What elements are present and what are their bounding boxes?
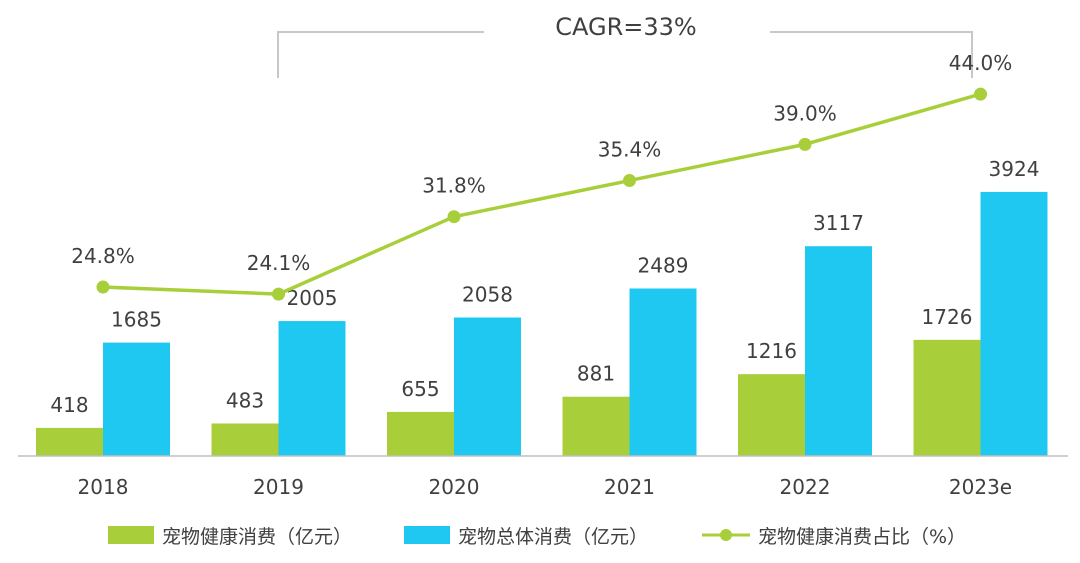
point-health-share-2022 (798, 137, 812, 151)
label-total-2018: 1685 (111, 308, 162, 332)
cagr-bracket-left (277, 31, 484, 78)
point-health-share-2018 (96, 280, 110, 294)
label-health-share-2022: 39.0% (773, 101, 837, 125)
bars-layer (36, 191, 1048, 456)
label-health-2021: 881 (577, 362, 615, 386)
label-total-2020: 2058 (462, 282, 513, 306)
point-health-share-2023e (974, 87, 987, 101)
cagr-bracket-right (770, 31, 973, 78)
legend: 宠物健康消费（亿元） 宠物总体消费（亿元） 宠物健康消费占比（%） (108, 526, 966, 548)
bar-total-2020 (454, 317, 521, 456)
x-tick-labels: 2018 2019 2020 2021 2022 2023e (78, 475, 1013, 499)
bar-total-2022 (805, 246, 872, 456)
label-health-2023e: 1726 (922, 305, 973, 329)
label-health-share-2023e: 44.0% (949, 51, 1013, 75)
label-health-share-2019: 24.1% (247, 251, 311, 275)
label-health-2019: 483 (226, 388, 264, 412)
bar-health-2022 (738, 374, 805, 456)
x-tick-2021: 2021 (604, 475, 655, 499)
bar-health-2020 (387, 411, 454, 456)
x-tick-2018: 2018 (78, 475, 129, 499)
x-tick-2022: 2022 (780, 475, 831, 499)
bar-total-2023e (980, 191, 1048, 456)
point-health-share-2019 (272, 287, 285, 301)
label-health-2018: 418 (50, 393, 88, 417)
label-total-2022: 3117 (813, 211, 864, 235)
x-tick-2023e: 2023e (949, 475, 1012, 499)
bar-health-2019 (211, 423, 279, 456)
legend-swatch-share-marker (720, 529, 732, 541)
line-health-share (102, 92, 981, 296)
label-health-2022: 1216 (746, 339, 797, 363)
label-health-share-2020: 31.8% (422, 174, 486, 198)
bar-health-2021 (562, 396, 630, 456)
bar-total-2018 (103, 342, 170, 456)
line-layer: 24.8% 24.1% 31.8% 35.4% 39.0% 44.0% (71, 51, 1013, 301)
label-health-2020: 655 (401, 377, 439, 401)
label-total-2019: 2005 (287, 286, 338, 310)
label-total-2021: 2489 (638, 253, 689, 277)
point-health-share-2021 (623, 174, 636, 188)
legend-label-health-consumption: 宠物健康消费（亿元） (162, 526, 352, 548)
label-health-share-2021: 35.4% (598, 138, 662, 162)
label-total-2023e: 3924 (989, 157, 1040, 181)
bar-total-2019 (278, 321, 346, 456)
point-health-share-2020 (447, 210, 461, 224)
bar-health-2023e (913, 339, 981, 456)
legend-label-total-consumption: 宠物总体消费（亿元） (458, 526, 648, 548)
bar-total-2021 (629, 288, 697, 456)
legend-swatch-health-consumption (108, 526, 154, 544)
bar-labels-layer: 418 1685 483 2005 655 2058 881 2489 1216 3117 1726… (50, 157, 1039, 417)
bar-health-2018 (36, 427, 103, 456)
x-tick-2019: 2019 (253, 475, 304, 499)
x-tick-2020: 2020 (429, 475, 480, 499)
legend-swatch-total-consumption (404, 526, 450, 544)
legend-label-health-share: 宠物健康消费占比（%） (758, 526, 966, 548)
cagr-annotation: CAGR=33% (555, 13, 696, 41)
label-health-share-2018: 24.8% (71, 244, 135, 268)
